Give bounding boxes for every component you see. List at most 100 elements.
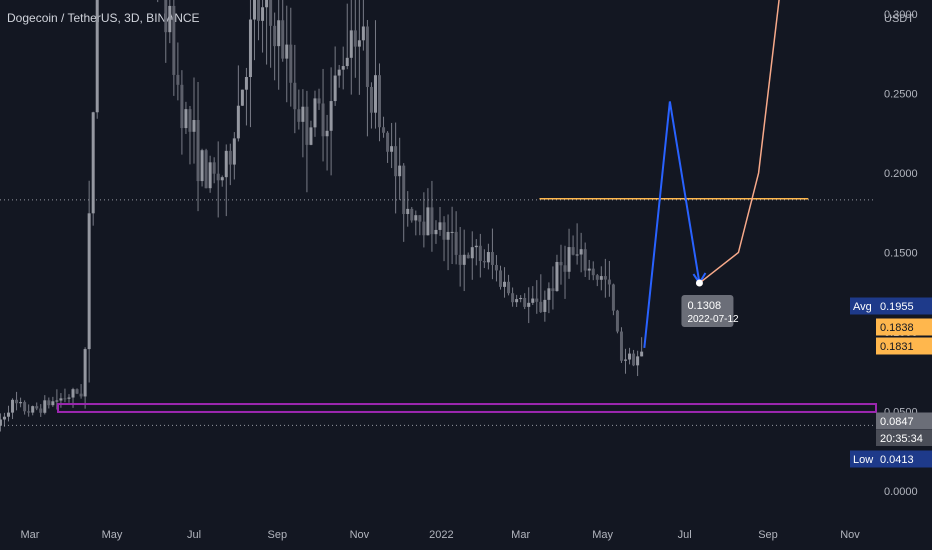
- candle-body: [341, 66, 345, 70]
- candle-body: [224, 150, 228, 178]
- candle-body: [176, 74, 180, 85]
- candle-body: [587, 268, 591, 271]
- candle-body: [466, 254, 470, 259]
- candle-body: [184, 109, 188, 129]
- candle-body: [430, 207, 434, 235]
- candle-body: [357, 40, 361, 47]
- x-tick-label: 2022: [429, 529, 453, 541]
- candle-body: [261, 7, 265, 21]
- candle-body: [204, 150, 208, 189]
- candle-body: [337, 69, 341, 76]
- candle-body: [519, 297, 523, 300]
- candle-body: [27, 411, 31, 413]
- candle-body: [277, 20, 281, 47]
- callout-value: 0.1308: [687, 300, 721, 312]
- candle-body: [382, 127, 386, 133]
- candle-body: [47, 400, 51, 406]
- candle-body: [636, 356, 640, 366]
- candle-body: [216, 173, 220, 181]
- candle-body: [470, 247, 474, 259]
- candle-body: [55, 400, 59, 402]
- avg-label-box: [850, 297, 876, 315]
- candle-body: [527, 302, 531, 307]
- candle-body: [293, 82, 297, 110]
- candle-body: [236, 105, 240, 139]
- chart-title: Dogecoin / TetherUS, 3D, BINANCE: [7, 11, 200, 25]
- resistance-2-price-text: 0.1831: [880, 341, 914, 353]
- candle-body: [559, 261, 563, 266]
- candle-body: [228, 150, 232, 165]
- candle-body: [321, 103, 325, 137]
- candle-body: [180, 84, 184, 129]
- callout-box: [681, 295, 734, 328]
- candle-body: [31, 406, 35, 413]
- candle-body: [192, 120, 196, 132]
- avg-price-box: [876, 297, 932, 315]
- candle-body: [0, 419, 2, 426]
- candle-body: [418, 215, 422, 222]
- candle-body: [232, 138, 236, 165]
- candle-body: [188, 109, 192, 132]
- candle-body: [632, 353, 636, 366]
- candle-body: [539, 301, 543, 312]
- candle-body: [2, 416, 6, 420]
- candle-body: [595, 275, 599, 280]
- candle-body: [317, 98, 321, 104]
- y-tick-label: 0.3000: [884, 9, 918, 21]
- x-tick-label: Sep: [758, 529, 778, 541]
- candle-body: [619, 331, 623, 361]
- price-axis-unit: USDT: [884, 13, 914, 25]
- y-tick-label: 0.1500: [884, 248, 918, 260]
- candle-body: [555, 261, 559, 292]
- candle-body: [281, 20, 285, 59]
- resistance-1-price-box: [876, 318, 932, 336]
- x-tick-label: Jul: [187, 529, 201, 541]
- resistance-1-price-text: 0.1838: [880, 322, 914, 334]
- candle-body: [591, 268, 595, 276]
- candle-body: [640, 351, 644, 357]
- candle-body: [353, 30, 357, 47]
- candle-body: [490, 252, 494, 265]
- candle-body: [563, 265, 567, 272]
- candle-body: [414, 215, 418, 221]
- candle-body: [63, 398, 67, 400]
- candle-body: [87, 213, 91, 350]
- countdown-text: 20:35:34: [880, 433, 923, 445]
- candle-body: [454, 231, 458, 255]
- candle-body: [624, 359, 628, 361]
- candle-body: [71, 389, 75, 398]
- candle-body: [212, 162, 216, 174]
- x-tick-label: May: [592, 529, 613, 541]
- candle-body: [11, 399, 15, 413]
- current-price-text: 0.0847: [880, 416, 914, 428]
- candle-body: [567, 247, 571, 272]
- candle-body: [551, 288, 555, 292]
- low-label-text: Low: [853, 454, 873, 466]
- candle-body: [269, 0, 273, 26]
- candle-body: [482, 260, 486, 263]
- candle-body: [398, 165, 402, 177]
- candle-body: [478, 245, 482, 261]
- candle-body: [361, 26, 365, 41]
- forecast-zigzag: [643, 101, 701, 349]
- low-label-box: [850, 450, 876, 468]
- candle-body: [494, 264, 498, 271]
- candle-body: [511, 293, 515, 303]
- candle-body: [579, 249, 583, 255]
- candle-body: [369, 86, 373, 113]
- candle-body: [378, 75, 382, 128]
- candle-body: [333, 75, 337, 102]
- candle-body: [458, 254, 462, 265]
- candle-body: [75, 389, 79, 394]
- candle-body: [410, 208, 414, 221]
- candle-body: [313, 98, 317, 128]
- candle-body: [200, 150, 204, 182]
- candle-body: [446, 231, 450, 240]
- candle-body: [51, 401, 55, 406]
- price-badges: 0.1955 Avg 0.1838 0.1831 0.0847 0.0413 Low 20:3…: [850, 297, 932, 468]
- avg-label-text: Avg: [853, 301, 872, 313]
- candle-body: [628, 353, 632, 360]
- low-price-text: 0.0413: [880, 454, 914, 466]
